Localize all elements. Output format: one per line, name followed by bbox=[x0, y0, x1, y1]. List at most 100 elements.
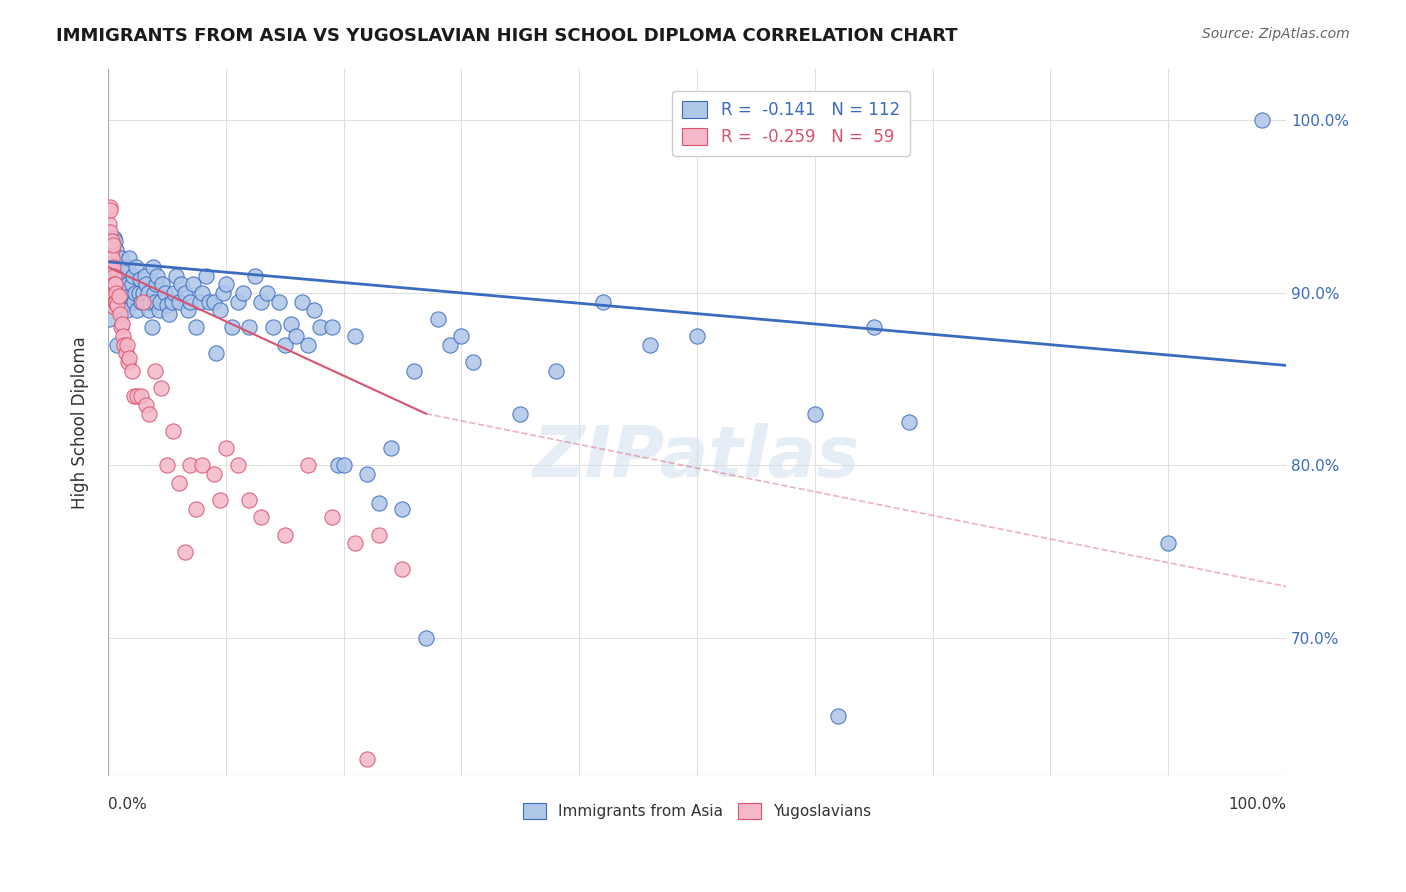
Point bbox=[112, 298, 135, 312]
Point bbox=[141, 320, 163, 334]
Point bbox=[135, 398, 157, 412]
Point bbox=[285, 329, 308, 343]
Point bbox=[245, 268, 267, 283]
Point bbox=[150, 381, 173, 395]
Point bbox=[101, 260, 124, 274]
Point bbox=[104, 277, 127, 292]
Point bbox=[127, 303, 149, 318]
Point bbox=[105, 294, 128, 309]
Point bbox=[232, 285, 254, 300]
Point bbox=[98, 252, 121, 266]
Point bbox=[450, 329, 472, 343]
Point bbox=[356, 752, 378, 766]
Point bbox=[146, 268, 169, 283]
Point bbox=[1251, 113, 1274, 128]
Point bbox=[202, 467, 225, 482]
Point bbox=[165, 268, 187, 283]
Point bbox=[167, 294, 190, 309]
Point bbox=[344, 536, 367, 550]
Point bbox=[368, 496, 391, 510]
Point bbox=[145, 277, 167, 292]
Point bbox=[181, 277, 204, 292]
Point bbox=[125, 260, 148, 274]
Point bbox=[143, 363, 166, 377]
Point bbox=[148, 303, 170, 318]
Point bbox=[105, 260, 128, 274]
Point bbox=[188, 294, 211, 309]
Point bbox=[121, 277, 143, 292]
Point bbox=[160, 294, 183, 309]
Point bbox=[108, 285, 131, 300]
Point bbox=[111, 317, 134, 331]
Point bbox=[98, 202, 121, 217]
Point bbox=[280, 317, 302, 331]
Point bbox=[179, 294, 201, 309]
Point bbox=[463, 355, 485, 369]
Point bbox=[142, 285, 165, 300]
Point bbox=[297, 458, 319, 473]
Point bbox=[592, 294, 614, 309]
Point bbox=[143, 294, 166, 309]
Point bbox=[186, 501, 208, 516]
Point bbox=[309, 320, 332, 334]
Point bbox=[127, 389, 149, 403]
Point bbox=[415, 631, 437, 645]
Point bbox=[100, 234, 122, 248]
Point bbox=[100, 237, 122, 252]
Point bbox=[162, 424, 184, 438]
Y-axis label: High School Diploma: High School Diploma bbox=[72, 336, 89, 508]
Point bbox=[173, 285, 195, 300]
Point bbox=[250, 510, 273, 524]
Point bbox=[117, 355, 139, 369]
Point bbox=[115, 337, 138, 351]
Point bbox=[98, 217, 121, 231]
Point bbox=[103, 300, 125, 314]
Point bbox=[110, 265, 132, 279]
Point bbox=[391, 562, 413, 576]
Point bbox=[134, 268, 156, 283]
Point bbox=[98, 268, 121, 283]
Text: 100.0%: 100.0% bbox=[1227, 797, 1286, 812]
Point bbox=[100, 252, 122, 266]
Point bbox=[509, 407, 531, 421]
Point bbox=[122, 389, 145, 403]
Point bbox=[215, 442, 238, 456]
Point bbox=[544, 363, 567, 377]
Point bbox=[194, 268, 217, 283]
Point bbox=[297, 337, 319, 351]
Point bbox=[128, 272, 150, 286]
Point bbox=[135, 294, 157, 309]
Point bbox=[163, 285, 186, 300]
Point bbox=[198, 294, 221, 309]
Point bbox=[321, 320, 343, 334]
Point bbox=[117, 277, 139, 292]
Point bbox=[105, 243, 128, 257]
Point bbox=[156, 298, 179, 312]
Point bbox=[862, 320, 884, 334]
Point bbox=[256, 285, 278, 300]
Point bbox=[107, 298, 129, 312]
Point bbox=[380, 442, 402, 456]
Point bbox=[121, 268, 143, 283]
Point bbox=[101, 285, 124, 300]
Point bbox=[1157, 536, 1180, 550]
Point bbox=[321, 510, 343, 524]
Point bbox=[104, 248, 127, 262]
Point bbox=[153, 285, 176, 300]
Point bbox=[368, 527, 391, 541]
Point bbox=[107, 294, 129, 309]
Point bbox=[215, 277, 238, 292]
Point bbox=[108, 303, 131, 318]
Point bbox=[167, 475, 190, 490]
Text: ZIPatlas: ZIPatlas bbox=[533, 423, 860, 492]
Point bbox=[139, 294, 162, 309]
Point bbox=[404, 363, 426, 377]
Point bbox=[138, 303, 160, 318]
Point bbox=[186, 320, 208, 334]
Point bbox=[114, 346, 136, 360]
Point bbox=[103, 268, 125, 283]
Point bbox=[121, 363, 143, 377]
Point bbox=[107, 289, 129, 303]
Point bbox=[132, 294, 155, 309]
Point bbox=[104, 234, 127, 248]
